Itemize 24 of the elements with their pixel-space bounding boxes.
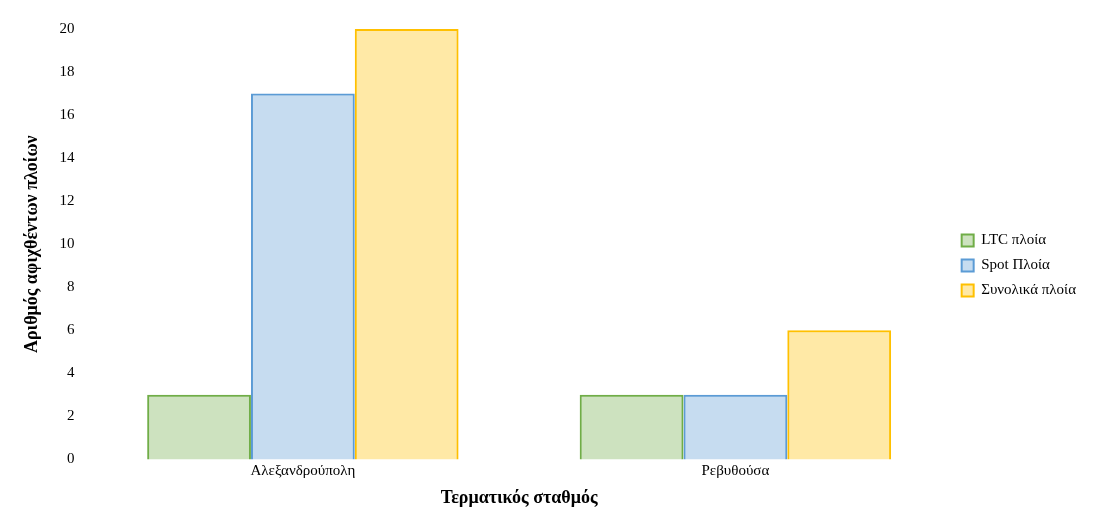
y-tick-label: 0 xyxy=(67,450,75,467)
x-axis-title: Τερματικός σταθμός xyxy=(440,486,598,507)
y-tick-label: 12 xyxy=(59,192,75,209)
y-tick-label: 20 xyxy=(59,19,75,36)
y-axis-title: Αριθμός αφιχθέντων πλοίων xyxy=(21,135,42,354)
x-tick-label: Ρεβυθούσα xyxy=(701,462,770,479)
y-tick-label: 8 xyxy=(67,278,75,295)
y-tick-label: 4 xyxy=(67,364,76,381)
bar xyxy=(354,29,459,460)
y-tick-label: 16 xyxy=(59,106,76,123)
y-tick-label: 18 xyxy=(59,62,75,79)
bar xyxy=(250,93,355,460)
bar xyxy=(147,394,251,460)
bar xyxy=(787,330,892,460)
legend-label: LTC πλοία xyxy=(981,231,1047,248)
y-tick-label: 10 xyxy=(59,235,75,252)
y-tick-label: 2 xyxy=(67,407,75,424)
x-tick-label: Αλεξανδρούπολη xyxy=(250,462,356,479)
legend-label: Spot Πλοία xyxy=(981,256,1051,273)
y-tick-label: 6 xyxy=(67,321,76,338)
bar xyxy=(683,394,788,460)
legend-label: Συνολικά πλοία xyxy=(981,281,1077,298)
bar xyxy=(579,394,684,460)
y-tick-label: 14 xyxy=(59,149,76,166)
